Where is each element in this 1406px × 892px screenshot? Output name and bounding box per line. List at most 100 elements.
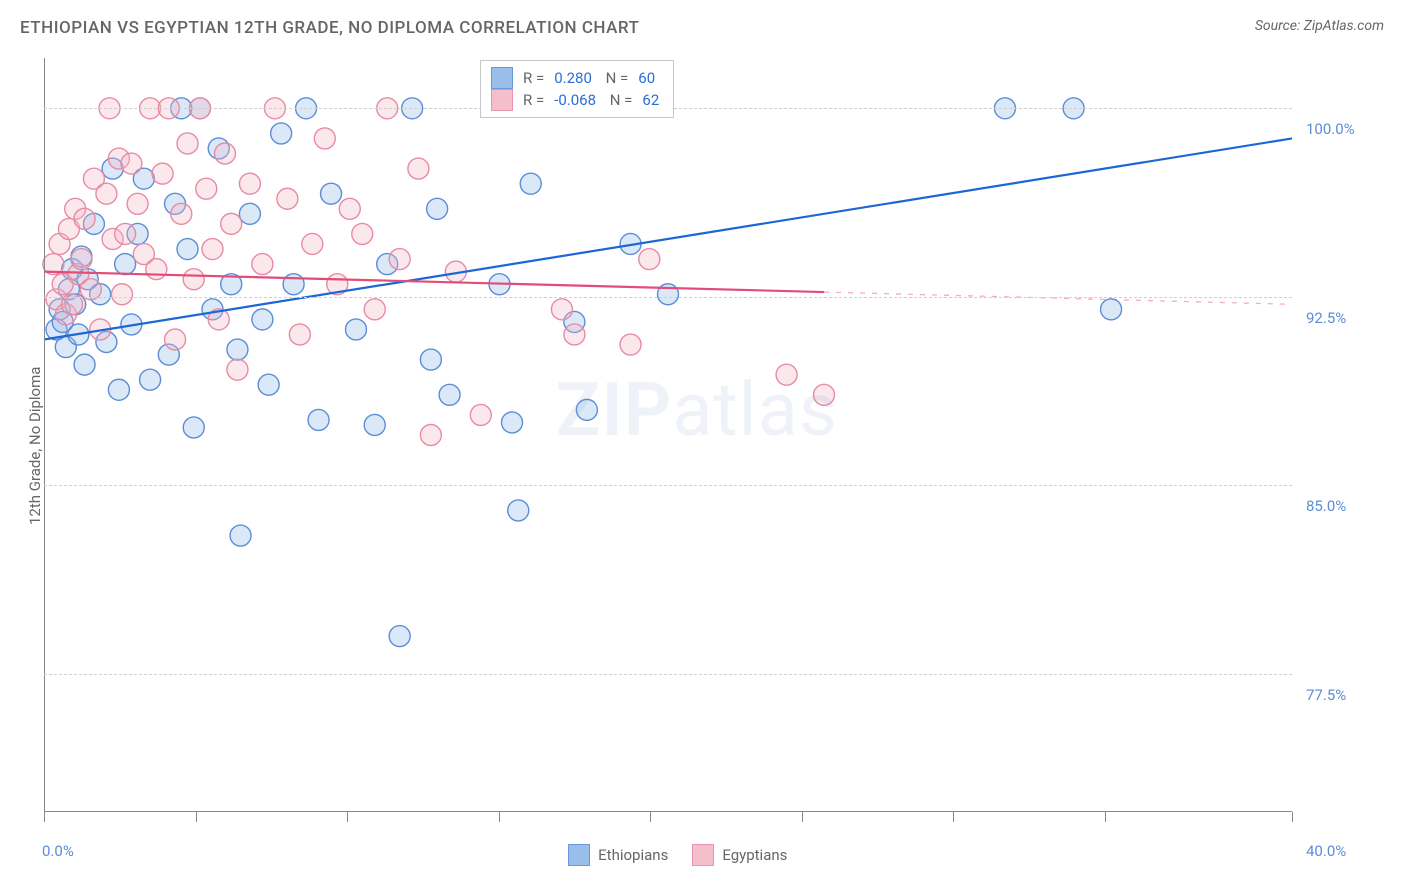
egyptians-point xyxy=(165,329,186,350)
egyptians-point xyxy=(202,239,223,260)
ethiopians-point xyxy=(427,198,448,219)
y-axis-line xyxy=(44,58,45,812)
egyptians-n-value: 62 xyxy=(642,89,659,111)
egyptians-point xyxy=(252,254,273,275)
egyptians-point xyxy=(183,269,204,290)
r-label: R = xyxy=(523,89,544,111)
egyptians-swatch xyxy=(491,89,513,111)
ethiopians-point xyxy=(420,349,441,370)
ethiopians-point xyxy=(227,339,248,360)
egyptians-point xyxy=(302,233,323,254)
ethiopians-point xyxy=(308,409,329,430)
ethiopians-legend-label: Ethiopians xyxy=(598,846,668,864)
egyptians-point xyxy=(71,249,92,270)
correlation-row-egyptians: R = -0.068 N = 62 xyxy=(491,89,659,111)
ethiopians-point xyxy=(576,399,597,420)
ethiopians-point xyxy=(439,384,460,405)
egyptians-point xyxy=(314,128,335,149)
ethiopians-point xyxy=(502,412,523,433)
ethiopians-point xyxy=(1101,299,1122,320)
egyptians-point xyxy=(289,324,310,345)
chart-plot-area: ZIPatlas xyxy=(44,58,1292,812)
ethiopians-swatch-icon xyxy=(568,844,590,866)
egyptians-point xyxy=(115,223,136,244)
scatter-plot-svg xyxy=(44,58,1292,812)
egyptians-point xyxy=(196,178,217,199)
correlation-legend: R = 0.280 N = 60 R = -0.068 N = 62 xyxy=(480,60,674,118)
legend-item-ethiopians: Ethiopians xyxy=(568,844,668,866)
egyptians-point xyxy=(127,193,148,214)
ethiopians-point xyxy=(252,309,273,330)
egyptians-point xyxy=(776,364,797,385)
source-label: Source: ZipAtlas.com xyxy=(1255,18,1384,34)
ethiopians-n-value: 60 xyxy=(638,67,655,89)
egyptians-point xyxy=(389,249,410,270)
chart-title: ETHIOPIAN VS EGYPTIAN 12TH GRADE, NO DIP… xyxy=(20,18,639,38)
x-tick-label-left: 0.0% xyxy=(42,842,74,860)
n-label: N = xyxy=(606,89,632,111)
egyptians-legend-label: Egyptians xyxy=(722,846,787,864)
ethiopians-point xyxy=(108,379,129,400)
x-tick xyxy=(1105,812,1106,822)
r-label: R = xyxy=(523,67,544,89)
egyptians-r-value: -0.068 xyxy=(554,89,596,111)
n-label: N = xyxy=(602,67,628,89)
ethiopians-point xyxy=(389,626,410,647)
y-tick-label: 100.0% xyxy=(1306,120,1355,138)
egyptians-point xyxy=(470,404,491,425)
ethiopians-point xyxy=(74,354,95,375)
ethiopians-r-value: 0.280 xyxy=(554,67,592,89)
egyptians-point xyxy=(121,153,142,174)
ethiopians-point xyxy=(230,525,251,546)
gridline xyxy=(44,674,1292,675)
egyptians-point xyxy=(408,158,429,179)
x-tick xyxy=(802,812,803,822)
egyptians-point xyxy=(74,208,95,229)
ethiopians-point xyxy=(183,417,204,438)
egyptians-point xyxy=(814,384,835,405)
ethiopians-point xyxy=(508,500,529,521)
gridline xyxy=(44,297,1292,298)
y-tick-label: 77.5% xyxy=(1306,686,1346,704)
egyptians-point xyxy=(551,299,572,320)
egyptians-point xyxy=(420,425,441,446)
legend-item-egyptians: Egyptians xyxy=(692,844,787,866)
ethiopians-point xyxy=(520,173,541,194)
egyptians-point xyxy=(171,203,192,224)
x-tick-label-right: 40.0% xyxy=(1306,842,1346,860)
y-tick-label: 85.0% xyxy=(1306,497,1346,515)
ethiopians-point xyxy=(364,414,385,435)
correlation-row-ethiopians: R = 0.280 N = 60 xyxy=(491,67,659,89)
egyptians-trend-line xyxy=(44,272,824,292)
ethiopians-point xyxy=(321,183,342,204)
ethiopians-point xyxy=(239,203,260,224)
x-tick xyxy=(1292,812,1293,822)
x-tick xyxy=(196,812,197,822)
egyptians-point xyxy=(96,183,117,204)
ethiopians-point xyxy=(346,319,367,340)
x-tick xyxy=(347,812,348,822)
ethiopians-point xyxy=(177,239,198,260)
egyptians-trend-line-dashed xyxy=(824,292,1292,304)
egyptians-point xyxy=(639,249,660,270)
ethiopians-point xyxy=(271,123,292,144)
egyptians-point xyxy=(364,299,385,320)
egyptians-point xyxy=(177,133,198,154)
egyptians-point xyxy=(620,334,641,355)
egyptians-point xyxy=(339,198,360,219)
egyptians-point xyxy=(239,173,260,194)
egyptians-swatch-icon xyxy=(692,844,714,866)
ethiopians-point xyxy=(140,369,161,390)
ethiopians-swatch xyxy=(491,67,513,89)
egyptians-point xyxy=(146,259,167,280)
x-tick xyxy=(44,812,45,822)
y-tick-label: 92.5% xyxy=(1306,309,1346,327)
ethiopians-point xyxy=(115,254,136,275)
series-legend: Ethiopians Egyptians xyxy=(568,844,787,866)
ethiopians-point xyxy=(283,274,304,295)
egyptians-point xyxy=(152,163,173,184)
ethiopians-point xyxy=(258,374,279,395)
egyptians-point xyxy=(564,324,585,345)
x-tick xyxy=(650,812,651,822)
egyptians-point xyxy=(112,284,133,305)
